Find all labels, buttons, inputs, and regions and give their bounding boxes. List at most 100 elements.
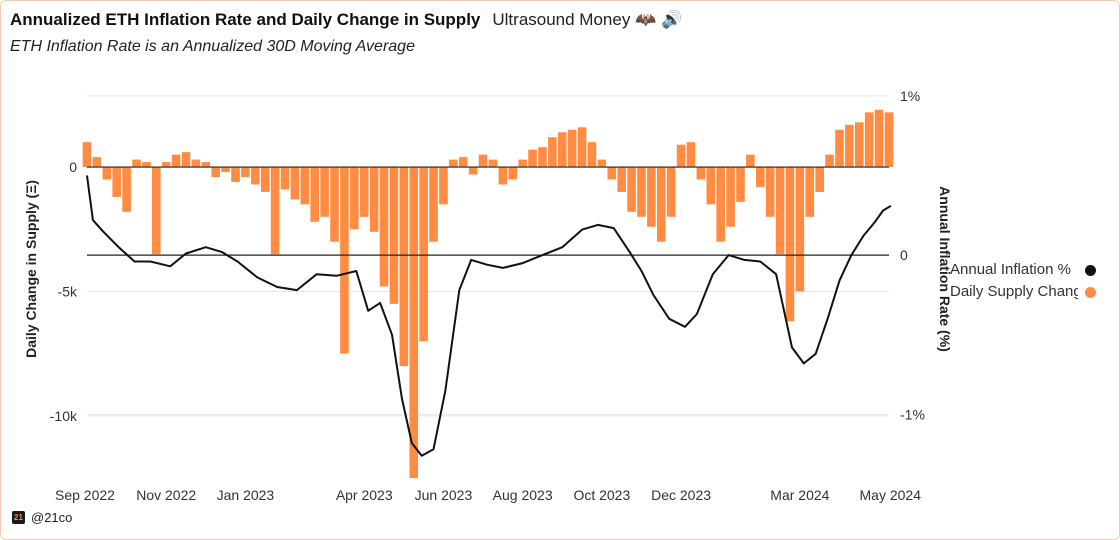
y-right-tick-label: -1% <box>900 406 925 422</box>
y-left-tick-label: -10k <box>50 408 78 424</box>
supply-bar <box>142 162 151 168</box>
x-tick-label: Apr 2023 <box>336 487 393 503</box>
inflation-series-line <box>86 175 892 457</box>
supply-bar <box>458 157 468 168</box>
supply-bar <box>607 167 617 180</box>
supply-bar <box>488 159 498 168</box>
supply-bar <box>775 167 785 255</box>
supply-bar <box>716 167 725 242</box>
supply-bar <box>548 137 557 168</box>
supply-bar <box>557 132 567 168</box>
supply-bar <box>359 167 369 217</box>
supply-bar <box>647 167 656 227</box>
header: Annualized ETH Inflation Rate and Daily … <box>10 10 682 34</box>
supply-bar <box>855 122 864 168</box>
supply-bar <box>449 159 458 168</box>
supply-bar <box>656 167 666 242</box>
legend-item-supply[interactable]: Daily Supply Chang <box>950 283 1120 305</box>
supply-bar <box>825 154 834 168</box>
legend: Annual Inflation % Daily Supply Chang <box>950 261 1120 305</box>
supply-bar <box>231 167 240 182</box>
supply-bar <box>567 129 577 168</box>
supply-bars <box>82 109 894 478</box>
y-right-tick-label: 0 <box>900 247 908 263</box>
supply-bar <box>280 167 290 190</box>
supply-bar <box>528 149 537 168</box>
gridlines <box>87 95 889 417</box>
supply-bar <box>726 167 735 227</box>
supply-bar <box>468 167 478 175</box>
supply-bar <box>161 162 171 168</box>
supply-bar <box>755 167 765 187</box>
supply-bar <box>577 127 587 168</box>
x-tick-label: May 2024 <box>860 487 922 503</box>
supply-bar <box>369 167 379 232</box>
supply-bar <box>864 112 874 168</box>
supply-bar <box>676 144 686 168</box>
supply-bar <box>795 167 805 292</box>
chart-source: Ultrasound Money 🦇 🔊 <box>492 10 683 29</box>
y-right-tick-label: 1% <box>900 88 920 104</box>
supply-bar <box>429 167 438 242</box>
footer: 21 @21co <box>12 510 72 525</box>
legend-dot-supply-icon <box>1085 287 1096 298</box>
supply-bar <box>251 167 260 185</box>
y-left-tick-label: -5k <box>58 283 78 299</box>
supply-bar <box>152 167 161 255</box>
supply-bar <box>785 167 795 322</box>
supply-bar <box>260 167 270 192</box>
supply-bar <box>815 167 824 192</box>
supply-bar <box>805 167 815 217</box>
x-tick-label: Mar 2024 <box>770 487 829 503</box>
inflation-line <box>86 175 892 457</box>
supply-bar <box>102 167 112 180</box>
supply-bar <box>409 167 419 478</box>
supply-bar <box>746 154 755 168</box>
supply-bar <box>666 167 676 217</box>
supply-bar <box>686 142 696 168</box>
supply-bar <box>270 167 280 255</box>
supply-bar <box>310 167 320 222</box>
21co-logo-icon: 21 <box>12 511 25 524</box>
supply-bar <box>627 167 636 212</box>
y-right-axis-title: Annual Inflation Rate (%) <box>937 186 953 352</box>
supply-bar <box>478 154 488 168</box>
legend-label-supply: Daily Supply Chang <box>950 283 1078 300</box>
supply-bar <box>637 167 646 217</box>
supply-bar <box>884 112 894 168</box>
supply-bar <box>112 167 121 197</box>
supply-bar <box>82 142 92 168</box>
x-tick-label: Jan 2023 <box>217 487 275 503</box>
supply-bar <box>587 142 597 168</box>
supply-bar <box>419 167 428 342</box>
supply-bar <box>439 167 448 205</box>
zero-lines <box>87 166 889 256</box>
supply-bar <box>736 167 745 202</box>
supply-bar <box>340 167 349 354</box>
supply-bar <box>389 167 399 304</box>
legend-item-inflation[interactable]: Annual Inflation % <box>950 261 1120 283</box>
x-tick-label: Aug 2023 <box>493 487 553 503</box>
supply-bar <box>696 167 706 180</box>
supply-bar <box>765 167 775 217</box>
supply-bar <box>538 147 547 168</box>
supply-bar <box>399 167 409 367</box>
y-left-axis-title: Daily Change in Supply (Ξ) <box>23 180 39 358</box>
legend-label-inflation: Annual Inflation % <box>950 261 1071 278</box>
x-tick-label: Jun 2023 <box>415 487 473 503</box>
x-tick-label: Nov 2022 <box>136 487 196 503</box>
y-left-tick-label: 0 <box>69 159 77 175</box>
supply-bar <box>874 109 884 168</box>
supply-bar <box>132 159 141 168</box>
supply-bar <box>181 152 191 168</box>
supply-bar <box>498 167 508 185</box>
supply-bar <box>350 167 359 230</box>
supply-bar <box>92 157 102 168</box>
supply-bar <box>518 159 527 168</box>
supply-bar <box>706 167 716 205</box>
x-tick-label: Dec 2023 <box>651 487 711 503</box>
supply-bar <box>290 167 300 200</box>
supply-bar <box>845 124 854 168</box>
